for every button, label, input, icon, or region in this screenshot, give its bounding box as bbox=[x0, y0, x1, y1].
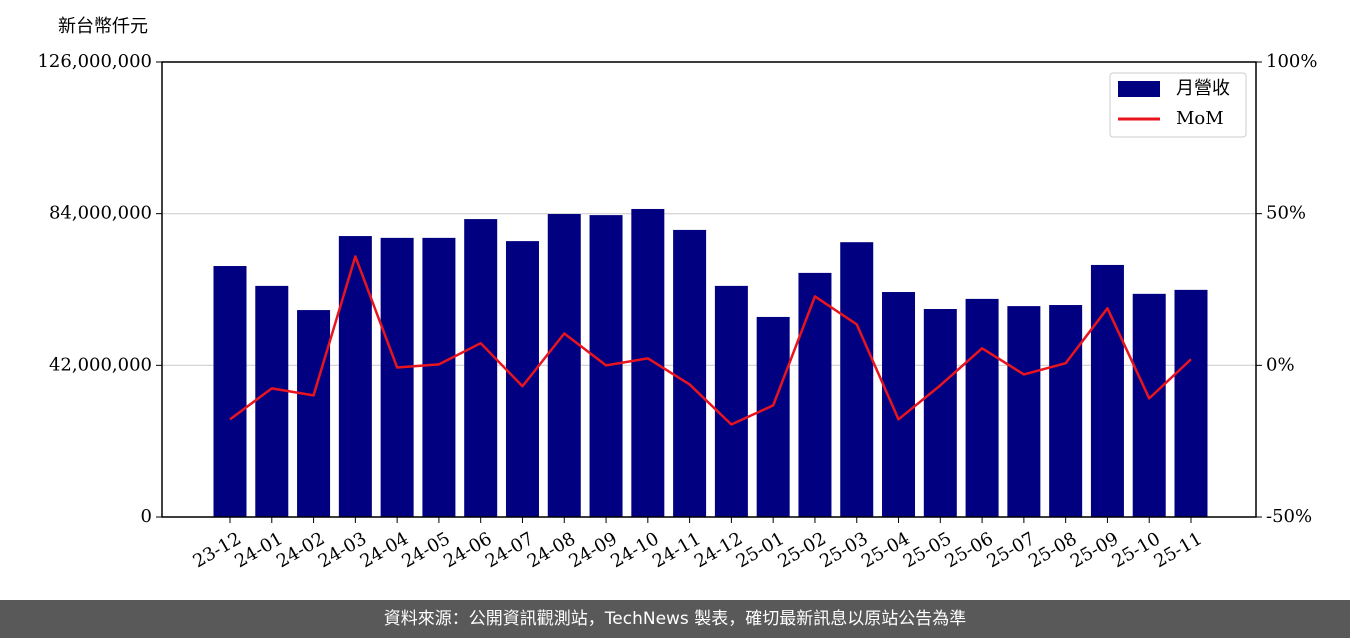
y2-tick-label: 50% bbox=[1266, 203, 1306, 224]
bar bbox=[547, 214, 581, 517]
y-tick-label: 0 bbox=[141, 506, 152, 527]
bar bbox=[673, 229, 707, 517]
bar bbox=[1090, 264, 1124, 517]
mom-line bbox=[229, 255, 1192, 426]
bar bbox=[380, 237, 414, 517]
bar bbox=[505, 241, 539, 517]
legend-label: MoM bbox=[1176, 108, 1224, 129]
bar bbox=[1007, 306, 1041, 517]
x-tick-label: 25-11 bbox=[1150, 528, 1205, 572]
bar bbox=[882, 292, 916, 517]
bar bbox=[1132, 293, 1166, 517]
plot-frame bbox=[161, 61, 1257, 518]
bar bbox=[965, 298, 999, 517]
bar bbox=[714, 285, 748, 517]
bar bbox=[464, 219, 498, 518]
bar bbox=[1049, 305, 1083, 517]
bar bbox=[255, 285, 289, 517]
legend-swatch bbox=[1118, 81, 1160, 97]
bar bbox=[213, 266, 247, 517]
bar bbox=[840, 242, 874, 517]
bar bbox=[1174, 289, 1208, 517]
y2-tick-label: 100% bbox=[1266, 51, 1317, 72]
footer: 資料來源：公開資訊觀測站，TechNews 製表，確切最新訊息以原站公告為準 bbox=[0, 600, 1350, 638]
bar bbox=[756, 316, 790, 517]
bar bbox=[338, 236, 372, 518]
y2-tick-label: 0% bbox=[1266, 354, 1295, 375]
bar bbox=[297, 310, 331, 517]
y2-tick-label: -50% bbox=[1266, 506, 1312, 527]
y-axis-title: 新台幣仟元 bbox=[58, 16, 148, 37]
legend-label: 月營收 bbox=[1176, 78, 1230, 99]
bar bbox=[422, 237, 456, 517]
y-tick-label: 84,000,000 bbox=[49, 203, 152, 224]
y-tick-label: 126,000,000 bbox=[37, 51, 152, 72]
bar bbox=[798, 272, 832, 517]
y-tick-label: 42,000,000 bbox=[49, 354, 152, 375]
bar bbox=[923, 309, 957, 517]
bar bbox=[631, 208, 665, 517]
chart: 新台幣仟元 0 42,000,000 84,000,000 126,000,000 -5… bbox=[37, 16, 1317, 572]
